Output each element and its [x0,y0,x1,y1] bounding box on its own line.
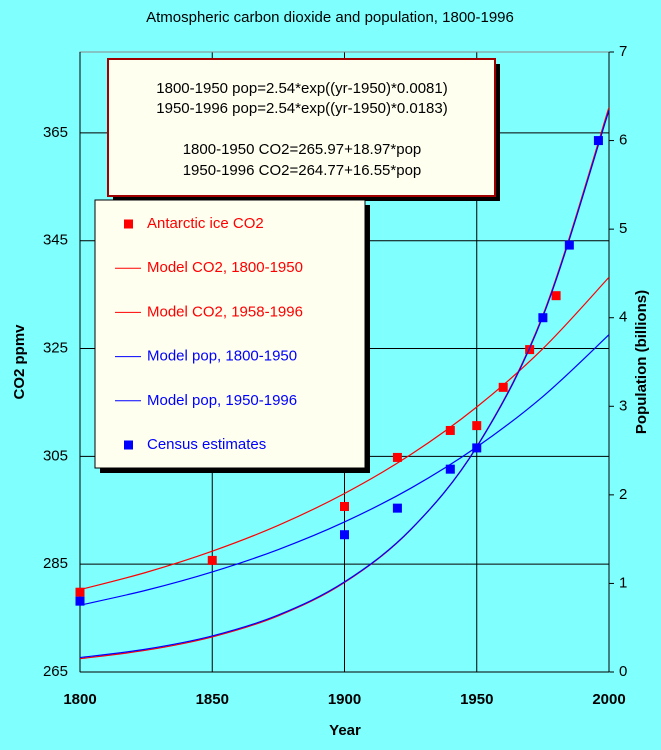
x-tick-label: 1900 [328,691,361,708]
point [75,596,85,606]
point [75,587,85,597]
y2-axis-label: Population (billions) [633,290,650,434]
point [340,530,349,540]
legend-label: Model CO2, 1800-1950 [147,259,303,276]
x-tick-label: 1850 [196,691,229,708]
legend-marker [124,219,133,229]
legend-marker [124,440,133,450]
annotation: 1950-1996 pop=2.54*exp((yr-1950)*0.0183) [156,100,447,117]
annotation: 1800-1950 CO2=265.97+18.97*pop [183,141,422,158]
point [207,555,217,565]
x-tick-label: 2000 [592,691,625,708]
point [445,464,455,474]
annotation: 1950-1996 CO2=264.77+16.55*pop [183,162,422,179]
point [472,443,482,453]
annotation-box [107,58,496,197]
point [498,382,508,392]
y-tick-label: 325 [43,339,68,356]
x-tick-label: 1800 [63,691,96,708]
legend-box [94,199,366,469]
y2-tick-label: 2 [619,486,627,503]
y-tick-label: 285 [43,555,68,572]
point [392,503,402,513]
model-line [80,276,609,591]
point [472,421,482,431]
y-tick-label: 305 [43,447,68,464]
annotation: 1800-1950 pop=2.54*exp((yr-1950)*0.0081) [156,80,447,97]
legend-label: Census estimates [147,436,266,453]
x-axis-label: Year [329,722,361,739]
legend-label: Model pop, 1800-1950 [147,348,297,365]
y2-tick-label: 6 [619,132,627,149]
y2-tick-label: 3 [619,397,627,414]
legend-label: Model pop, 1950-1996 [147,392,297,409]
y-tick-label: 365 [43,124,68,141]
point [392,452,402,462]
point [551,291,561,301]
point [445,425,455,435]
point [340,501,349,511]
point [564,240,574,250]
point [593,136,603,146]
y-tick-label: 345 [43,232,68,249]
legend-label: Model CO2, 1958-1996 [147,303,303,320]
y2-tick-label: 7 [619,43,627,60]
y-tick-label: 265 [43,663,68,680]
y2-tick-label: 4 [619,309,627,326]
point [538,313,548,323]
y2-tick-label: 0 [619,663,627,680]
y-axis-label: CO2 ppmv [11,324,28,400]
legend-label: Antarctic ice CO2 [147,215,264,232]
y2-tick-label: 1 [619,574,627,591]
chart-title: Atmospheric carbon dioxide and populatio… [146,9,514,26]
y2-tick-label: 5 [619,220,627,237]
model-line [80,334,609,606]
x-tick-label: 1950 [460,691,493,708]
